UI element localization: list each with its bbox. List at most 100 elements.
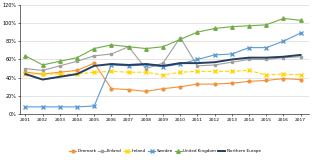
United Kingdom bbox=[213, 28, 217, 29]
Denmark bbox=[110, 88, 113, 90]
Finland bbox=[161, 62, 165, 64]
Northern Europe bbox=[41, 79, 45, 80]
Sweden bbox=[178, 63, 182, 65]
Northern Europe bbox=[110, 63, 113, 65]
Northern Europe bbox=[75, 73, 79, 75]
Finland bbox=[281, 57, 285, 59]
Finland bbox=[213, 64, 217, 66]
Ireland bbox=[92, 71, 96, 73]
Finland bbox=[144, 68, 148, 70]
Northern Europe bbox=[213, 61, 217, 63]
Northern Europe bbox=[196, 62, 199, 64]
Northern Europe bbox=[299, 54, 303, 56]
Northern Europe bbox=[58, 76, 62, 78]
United Kingdom bbox=[144, 48, 148, 49]
Northern Europe bbox=[178, 62, 182, 64]
United Kingdom bbox=[299, 19, 303, 21]
Ireland bbox=[178, 71, 182, 73]
Northern Europe bbox=[144, 63, 148, 65]
United Kingdom bbox=[161, 46, 165, 48]
Sweden bbox=[196, 59, 199, 60]
Finland bbox=[92, 55, 96, 57]
Ireland bbox=[127, 71, 130, 73]
Northern Europe bbox=[281, 56, 285, 58]
Finland bbox=[75, 60, 79, 62]
Denmark bbox=[127, 89, 130, 91]
Denmark bbox=[92, 62, 96, 64]
Denmark bbox=[23, 71, 27, 73]
Line: Ireland: Ireland bbox=[23, 68, 303, 77]
Denmark bbox=[161, 88, 165, 90]
Northern Europe bbox=[264, 57, 268, 59]
United Kingdom bbox=[23, 55, 27, 57]
Ireland bbox=[58, 73, 62, 75]
Denmark bbox=[281, 78, 285, 80]
Sweden bbox=[230, 53, 234, 55]
Line: Denmark: Denmark bbox=[24, 62, 302, 93]
Northern Europe bbox=[23, 73, 27, 75]
United Kingdom bbox=[178, 38, 182, 40]
Ireland bbox=[213, 70, 217, 72]
Sweden bbox=[281, 40, 285, 42]
Finland bbox=[178, 37, 182, 39]
Ireland bbox=[247, 69, 251, 71]
Denmark bbox=[196, 83, 199, 85]
Sweden bbox=[161, 66, 165, 68]
Line: Northern Europe: Northern Europe bbox=[25, 55, 301, 80]
Finland bbox=[23, 68, 27, 70]
Finland bbox=[127, 46, 130, 48]
Denmark bbox=[178, 86, 182, 88]
Sweden bbox=[58, 106, 62, 108]
Denmark bbox=[264, 80, 268, 81]
Ireland bbox=[41, 73, 45, 75]
Northern Europe bbox=[161, 65, 165, 67]
United Kingdom bbox=[281, 17, 285, 19]
Ireland bbox=[230, 70, 234, 72]
United Kingdom bbox=[41, 64, 45, 66]
United Kingdom bbox=[110, 44, 113, 46]
United Kingdom bbox=[264, 24, 268, 26]
Ireland bbox=[196, 70, 199, 72]
Northern Europe bbox=[127, 64, 130, 66]
Sweden bbox=[23, 106, 27, 108]
Denmark bbox=[213, 83, 217, 85]
United Kingdom bbox=[58, 60, 62, 62]
Denmark bbox=[230, 82, 234, 84]
Finland bbox=[264, 59, 268, 60]
Sweden bbox=[299, 32, 303, 34]
Sweden bbox=[127, 65, 130, 67]
Ireland bbox=[23, 73, 27, 75]
Sweden bbox=[75, 106, 79, 108]
Ireland bbox=[299, 74, 303, 76]
Ireland bbox=[110, 70, 113, 72]
Denmark bbox=[41, 73, 45, 75]
Denmark bbox=[144, 90, 148, 92]
United Kingdom bbox=[196, 31, 199, 33]
Line: Sweden: Sweden bbox=[23, 31, 303, 109]
Denmark bbox=[58, 71, 62, 73]
Ireland bbox=[161, 74, 165, 76]
Denmark bbox=[247, 80, 251, 82]
Ireland bbox=[281, 73, 285, 75]
Finland bbox=[299, 56, 303, 58]
Finland bbox=[110, 53, 113, 55]
Finland bbox=[196, 65, 199, 67]
United Kingdom bbox=[75, 57, 79, 59]
Finland bbox=[41, 69, 45, 71]
Line: United Kingdom: United Kingdom bbox=[24, 17, 302, 67]
United Kingdom bbox=[127, 46, 130, 48]
Sweden bbox=[144, 64, 148, 66]
Finland bbox=[247, 59, 251, 60]
Legend: Denmark, Finland, Ireland, Sweden, United Kingdom, Northern Europe: Denmark, Finland, Ireland, Sweden, Unite… bbox=[69, 149, 261, 153]
Northern Europe bbox=[247, 57, 251, 59]
Finland bbox=[58, 65, 62, 67]
Denmark bbox=[299, 79, 303, 80]
Northern Europe bbox=[92, 65, 96, 67]
United Kingdom bbox=[230, 26, 234, 28]
Northern Europe bbox=[230, 59, 234, 60]
Sweden bbox=[110, 64, 113, 66]
Sweden bbox=[92, 105, 96, 107]
Sweden bbox=[41, 106, 45, 108]
United Kingdom bbox=[92, 48, 96, 49]
Sweden bbox=[264, 47, 268, 49]
